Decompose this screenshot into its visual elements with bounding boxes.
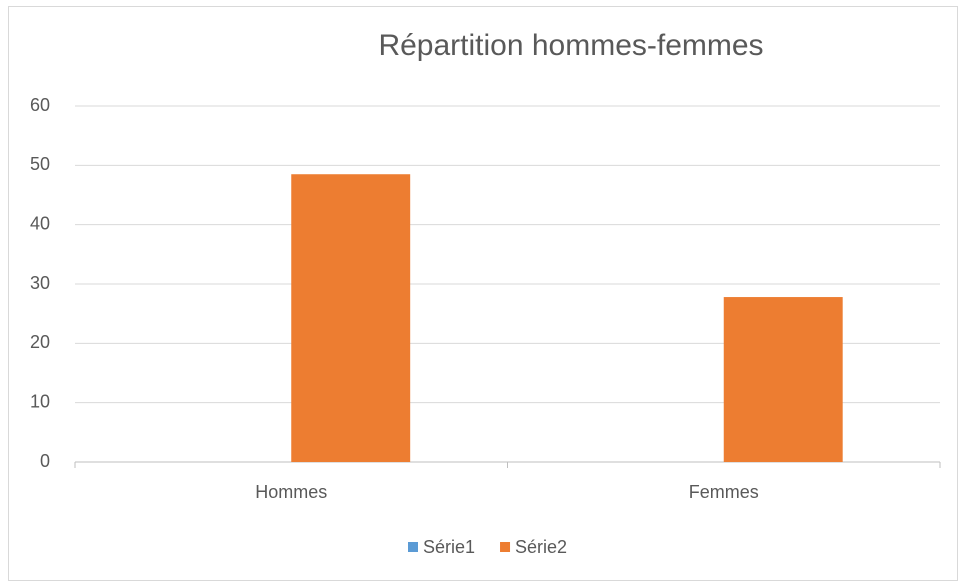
y-tick-label: 50 xyxy=(30,154,50,174)
y-tick-label: 10 xyxy=(30,391,50,411)
chart-frame xyxy=(8,6,958,581)
bar xyxy=(723,297,843,462)
bar xyxy=(291,174,411,462)
legend-label: Série1 xyxy=(423,537,475,557)
legend-swatch xyxy=(500,542,511,552)
y-tick-label: 20 xyxy=(30,332,50,352)
x-tick-label: Hommes xyxy=(255,482,327,502)
legend-swatch xyxy=(408,542,418,552)
legend-label: Série2 xyxy=(515,537,567,557)
y-tick-label: 40 xyxy=(30,213,50,233)
y-tick-label: 0 xyxy=(40,451,50,471)
chart-title: Répartition hommes-femmes xyxy=(378,29,763,62)
y-tick-label: 30 xyxy=(30,273,50,293)
y-tick-label: 60 xyxy=(30,95,50,115)
x-tick-label: Femmes xyxy=(689,482,759,502)
